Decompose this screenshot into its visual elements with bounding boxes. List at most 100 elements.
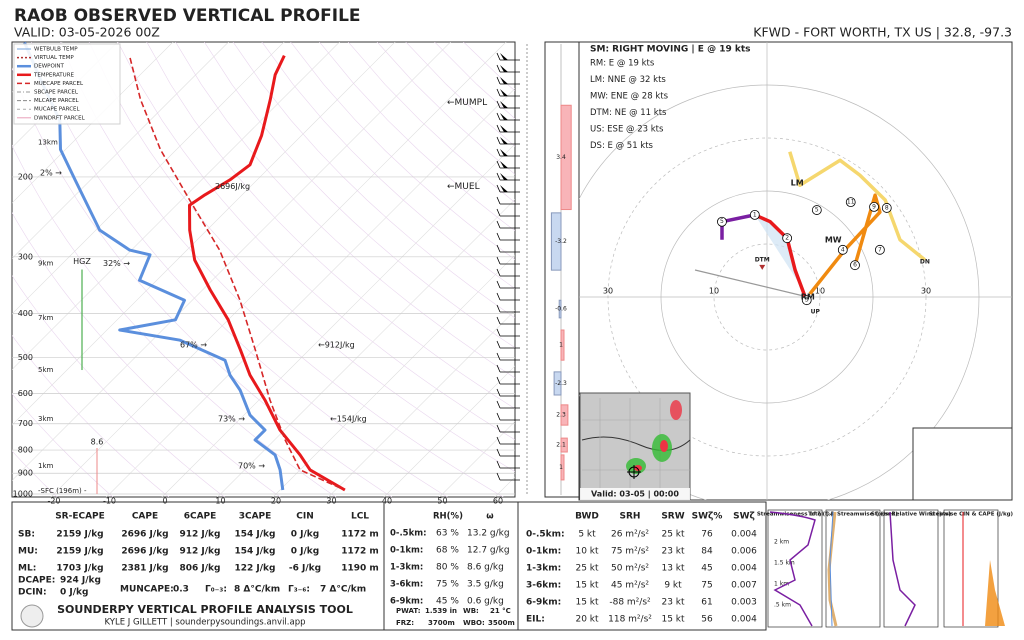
hodo-point-label: DN: [920, 259, 930, 266]
isotherm: [12, 42, 285, 315]
thermo-extra: DCAPE:: [18, 576, 55, 586]
barb-pennant: [500, 65, 508, 72]
table-cell: 1172 m: [341, 530, 379, 540]
barb-flag: [496, 424, 501, 433]
thermo-extra: MUNCAPE:: [120, 585, 174, 595]
table-header: LCL: [351, 512, 369, 522]
moisture-extra: 3700m: [428, 619, 455, 627]
mini-trace: [985, 560, 1005, 626]
isotherm: [328, 310, 515, 497]
dry-adiabat: [12, 393, 114, 497]
site-marker: [627, 465, 641, 479]
table-cell: 13.2 g/kg: [467, 529, 510, 539]
thermo-extra: Γ₀₋₃:: [205, 585, 227, 595]
height-marker-label: 9: [872, 203, 876, 210]
moisture-extra: PWAT:: [396, 607, 421, 615]
dry-adiabat: [12, 67, 393, 497]
barb-flag: [496, 352, 501, 361]
barb-pennant: [500, 125, 508, 132]
y-tick-label: 1000: [13, 490, 33, 499]
height-marker: [874, 244, 885, 255]
barb-pennant: [500, 161, 508, 168]
table-cell: 0.004: [731, 564, 757, 574]
map-border: [581, 436, 691, 451]
table-header: CAPE: [132, 512, 158, 522]
table-cell: 68 %: [436, 546, 459, 556]
barb-flag: [496, 388, 501, 397]
x-tick-label: 10: [215, 497, 225, 506]
barb-pennant: [500, 149, 508, 156]
barb-flag: [496, 124, 501, 133]
barb-pennant: [500, 77, 508, 84]
table-cell: 23 kt: [661, 598, 685, 608]
sm-line: MW: ENE @ 28 kts: [590, 92, 669, 102]
rh-label: 70% →: [238, 461, 265, 470]
row-label: 0-.5km:: [390, 529, 427, 539]
table-cell: 45 m²/s²: [611, 581, 649, 591]
barb-flag: [496, 256, 501, 265]
legend-label: VIRTUAL TEMP: [34, 55, 74, 61]
moisture-extra: FRZ:: [396, 619, 414, 627]
table-cell: 13 kt: [661, 564, 685, 574]
barb-flag: [496, 88, 501, 97]
table-header: 6CAPE: [184, 512, 217, 522]
hodo-point-label: DTM: [755, 256, 770, 263]
table-cell: 10 kt: [575, 547, 599, 557]
barb-flag: [496, 400, 501, 409]
row-label: 1-3km:: [390, 563, 423, 573]
isotherm: [12, 42, 340, 370]
cape-label: ←912J/kg: [318, 340, 355, 349]
dry-adiabat: [31, 42, 448, 497]
thermo-extra: 924 J/kg: [60, 576, 101, 586]
ring-label: 30: [603, 287, 613, 296]
table-cell: -6 J/kg: [289, 564, 321, 574]
legend-label: MLCAPE PARCEL: [34, 98, 80, 104]
thermo-extra: 7 Δ°C/km: [320, 585, 366, 595]
rh-label: 73% →: [218, 414, 245, 423]
mini-title: Storm Relative Wind (kts): [871, 512, 952, 518]
barb-flag: [496, 112, 501, 121]
layer-bar: [560, 329, 565, 361]
profile-line: [23, 42, 285, 491]
storm-cell: [634, 465, 642, 471]
table-cell: 3.5 g/kg: [467, 580, 504, 590]
barb-flag: [496, 316, 501, 325]
mini-trace: [769, 511, 816, 627]
dry-adiabat: [60, 42, 504, 497]
height-marker: [869, 201, 879, 212]
profile-line: [188, 54, 346, 492]
height-marker-label: 11: [847, 199, 855, 206]
table-cell: 20 kt: [575, 615, 599, 625]
table-header: RH(%): [433, 512, 463, 522]
table-cell: 15 kt: [661, 615, 685, 625]
legend-label: MUECAPE PARCEL: [34, 81, 84, 87]
rh-label: 67% →: [180, 340, 207, 349]
x-tick-label: 40: [382, 497, 392, 506]
isotherm: [50, 42, 507, 497]
dry-adiabat: [12, 335, 170, 497]
table-cell: 912 J/kg: [180, 530, 221, 540]
table-cell: 0 J/kg: [291, 530, 319, 540]
mini-height: .5 km: [774, 602, 791, 609]
table-cell: 2159 J/kg: [56, 530, 103, 540]
dry-adiabat: [12, 144, 337, 497]
x-tick-label: -20: [47, 497, 60, 506]
table-cell: 1703 J/kg: [56, 564, 103, 574]
level-label: ←MUEL: [447, 182, 480, 192]
moisture-extra: 3500m: [488, 619, 515, 627]
barb-flag: [496, 280, 501, 289]
row-label: 3-6km:: [526, 581, 561, 591]
sm-title: SM: RIGHT MOVING | E @ 19 kts: [590, 45, 751, 55]
legend-label: WETBULB TEMP: [34, 47, 78, 53]
layer-bar: [553, 371, 562, 396]
dry-adiabat: [319, 42, 515, 232]
mini-height: 2 km: [774, 539, 789, 546]
height-marker: [717, 216, 727, 227]
ring-label: 10: [815, 287, 825, 296]
barb-pennant: [500, 89, 508, 96]
x-tick-label: 60: [493, 497, 503, 506]
table-cell: 12.7 g/kg: [467, 546, 510, 556]
dry-adiabat: [203, 42, 515, 349]
layer-bar: [550, 212, 562, 271]
row-label: 3-6km:: [390, 580, 423, 590]
